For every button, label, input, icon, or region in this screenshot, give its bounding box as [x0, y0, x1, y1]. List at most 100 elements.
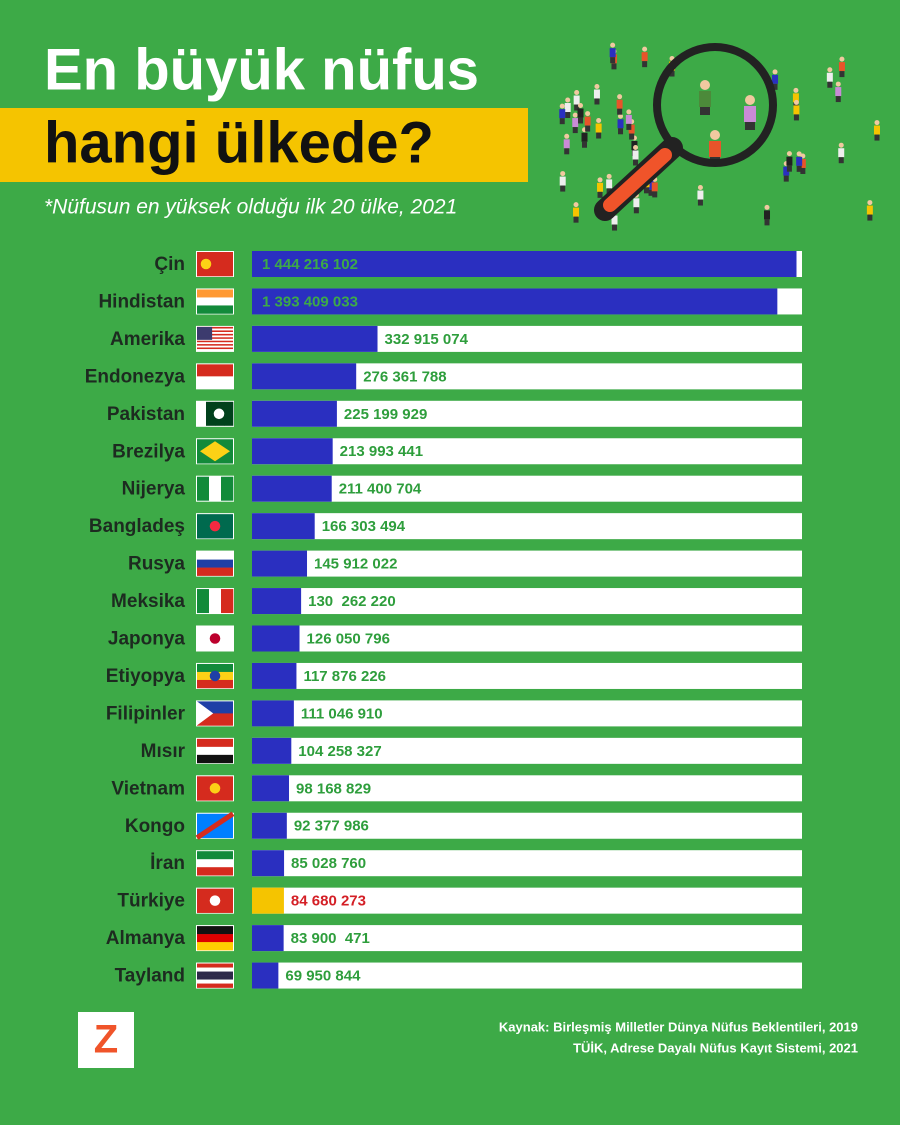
person-head [710, 130, 720, 140]
person-head [626, 109, 632, 115]
bar-track [252, 850, 802, 877]
bar-track [252, 513, 802, 540]
person-head [793, 87, 799, 93]
person-body [595, 123, 602, 133]
person-body [625, 114, 632, 124]
flag-stripe [197, 979, 233, 984]
person-body [799, 158, 806, 168]
flag-stripe [224, 401, 234, 426]
person-body [632, 150, 639, 160]
person-head [827, 67, 833, 73]
category-label: Etiyopya [106, 666, 186, 687]
category-label: Amerika [110, 329, 185, 350]
category-label: Tayland [115, 966, 185, 987]
person-body [744, 106, 756, 122]
flag [196, 475, 234, 502]
person-legs [585, 125, 591, 132]
person-body [593, 89, 600, 99]
person-legs [612, 224, 618, 231]
source: Kaynak: Birleşmiş Milletler Dünya Nüfus … [499, 1019, 858, 1034]
bar [252, 550, 308, 577]
person-body [826, 72, 833, 82]
category-label: Pakistan [107, 404, 185, 425]
person-legs [839, 71, 845, 78]
flag-dot [209, 783, 221, 794]
person-head [594, 83, 600, 89]
flag-stripe [209, 476, 222, 501]
logo: Z [94, 1018, 118, 1062]
person-body [838, 148, 845, 158]
person-legs [559, 118, 565, 125]
person-body [564, 103, 571, 113]
person-head [764, 204, 770, 210]
bar-track [252, 812, 802, 839]
value-label: 117 876 226 [303, 668, 386, 685]
person-body [559, 176, 566, 186]
flag [196, 251, 234, 277]
bar [252, 400, 337, 427]
category-label: Endonezya [85, 366, 186, 387]
bar [252, 812, 287, 839]
person-head [796, 151, 802, 157]
person-body [764, 210, 771, 220]
person-legs [564, 148, 570, 155]
person-legs [573, 216, 579, 223]
flag-dot [200, 258, 212, 270]
bar [252, 251, 797, 277]
category-label: Kongo [125, 816, 185, 837]
person-legs [642, 61, 648, 68]
flag-stripe [197, 328, 233, 331]
flag-stripe [197, 551, 233, 560]
bar-track [252, 588, 802, 615]
value-label: 83 900 471 [291, 930, 370, 947]
flag-stripe [197, 967, 233, 972]
flag-stripe [197, 330, 233, 333]
category-label: Japonya [108, 629, 186, 650]
subtitle: *Nüfusun en yüksek olduğu ilk 20 ülke, 2… [44, 196, 457, 219]
flag-stripe [197, 971, 233, 976]
flag-stripe [197, 297, 233, 306]
category-label: Hindistan [98, 291, 185, 312]
flag [195, 811, 235, 840]
bar-track [252, 887, 802, 914]
person-legs [783, 175, 789, 182]
person-head [874, 120, 880, 126]
person-head [565, 97, 571, 103]
person-legs [574, 104, 580, 111]
bar [252, 475, 332, 502]
flag-stripe [197, 679, 233, 689]
person-head [618, 113, 624, 119]
flag [196, 588, 234, 615]
person-body [838, 62, 845, 72]
bar-track [252, 700, 802, 727]
person-body [584, 116, 591, 126]
flag-stripe [197, 342, 233, 345]
flag-dot [213, 408, 225, 420]
person-legs [618, 128, 624, 135]
flag-dot [209, 670, 221, 682]
value-label: 104 258 327 [298, 743, 381, 760]
flag-stripe [197, 333, 233, 336]
person-head [835, 81, 841, 87]
value-label: 1 444 216 102 [262, 256, 358, 273]
person-head [633, 145, 639, 151]
person-legs [644, 187, 650, 194]
category-label: İran [150, 853, 185, 874]
value-label: 92 377 986 [294, 818, 369, 835]
value-label: 130 262 220 [308, 593, 396, 610]
flag [196, 962, 234, 989]
magnifier-handle [603, 148, 672, 212]
person-body [866, 205, 873, 215]
flag [196, 850, 234, 877]
value-label: 225 199 929 [344, 406, 427, 423]
person-head [617, 94, 623, 100]
category-label: Vietnam [111, 778, 185, 799]
person-legs [793, 102, 799, 109]
flag-diagonal [195, 811, 235, 840]
flag-stripe [197, 376, 233, 389]
person-legs [793, 114, 799, 121]
flag-stripe [206, 401, 216, 426]
person-body [641, 52, 648, 62]
category-label: Nijerya [122, 479, 186, 500]
category-label: Rusya [128, 554, 185, 575]
